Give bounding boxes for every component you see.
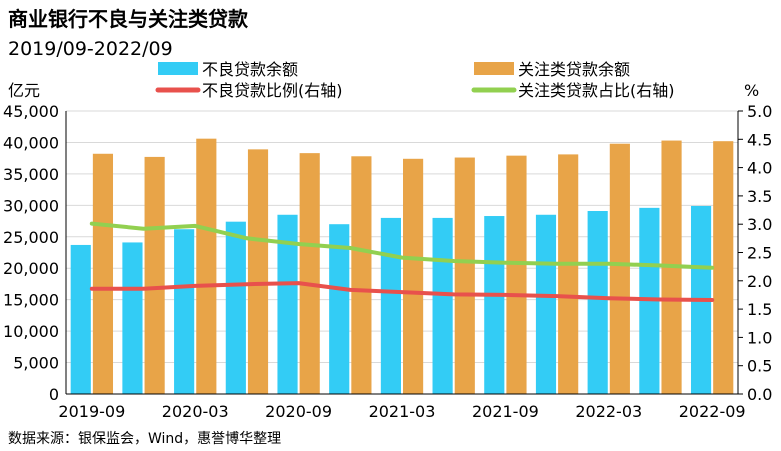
bar [70, 244, 91, 394]
bar [225, 221, 246, 394]
right-tick-label: 4.0 [747, 159, 772, 178]
bar [92, 153, 114, 394]
bar [329, 224, 350, 394]
legend-swatch [474, 62, 514, 75]
bar [558, 154, 579, 394]
bar [535, 214, 557, 394]
right-tick-label: 0.0 [747, 385, 772, 404]
bar [403, 158, 424, 394]
right-tick-label: 3.5 [747, 187, 772, 206]
right-tick-label: 2.5 [747, 244, 772, 263]
bar [432, 217, 453, 394]
left-tick-label: 35,000 [3, 165, 59, 184]
left-tick-label: 5,000 [13, 354, 59, 373]
bar [380, 217, 401, 394]
right-tick-label: 2.0 [747, 272, 772, 291]
left-tick-label: 40,000 [3, 133, 59, 152]
x-tick-label: 2022-09 [679, 402, 746, 421]
x-tick-label: 2020-09 [265, 402, 332, 421]
bar [454, 157, 475, 394]
axes: 0 5,000 10,000 15,000 20,000 25,000 30,000 35,0… [3, 102, 772, 421]
source-note: 数据来源：银保监会，Wind，惠誉博华整理 [8, 430, 281, 447]
legend-label: 关注类贷款余额 [518, 60, 630, 79]
chart-subtitle: 2019/09-2022/09 [8, 38, 173, 60]
legend-label: 关注类贷款占比(右轴) [518, 81, 675, 100]
bar [122, 242, 143, 394]
legend-label: 不良贷款余额 [202, 60, 298, 79]
right-tick-label: 5.0 [747, 102, 772, 121]
series-line [89, 221, 715, 270]
left-tick-label: 30,000 [3, 196, 59, 215]
right-tick-label: 0.5 [747, 357, 772, 376]
bar [351, 156, 372, 394]
x-tick-label: 2019-09 [58, 402, 125, 421]
right-tick-label: 4.5 [747, 130, 772, 149]
left-tick-label: 0 [49, 385, 59, 404]
x-tick-label: 2021-03 [369, 402, 436, 421]
right-axis-unit: % [744, 81, 759, 100]
bar [587, 210, 608, 394]
left-axis-unit: 亿元 [8, 81, 40, 100]
right-tick-label: 3.0 [747, 215, 772, 234]
bar [299, 153, 320, 394]
bar [484, 216, 505, 394]
left-tick-label: 45,000 [3, 102, 59, 121]
bar [247, 149, 269, 394]
left-tick-label: 25,000 [3, 228, 59, 247]
left-tick-label: 10,000 [3, 322, 59, 341]
gridlines [66, 110, 738, 364]
legend-label: 不良贷款比例(右轴) [202, 81, 343, 100]
bar [144, 156, 165, 394]
bar [174, 229, 195, 394]
left-tick-label: 20,000 [3, 259, 59, 278]
legend-swatch [158, 62, 198, 75]
bar [196, 138, 217, 394]
bar [713, 141, 734, 394]
x-tick-label: 2020-03 [162, 402, 229, 421]
series-line [89, 281, 715, 302]
right-tick-label: 1.5 [747, 300, 772, 319]
x-tick-label: 2021-09 [472, 402, 539, 421]
line-series-group [89, 221, 715, 302]
right-tick-label: 1.0 [747, 328, 772, 347]
bar [506, 155, 527, 394]
left-tick-label: 15,000 [3, 291, 59, 310]
x-tick-label: 2022-03 [575, 402, 642, 421]
bar [277, 214, 298, 394]
bar [609, 143, 630, 394]
chart-title: 商业银行不良与关注类贷款 [8, 7, 249, 31]
